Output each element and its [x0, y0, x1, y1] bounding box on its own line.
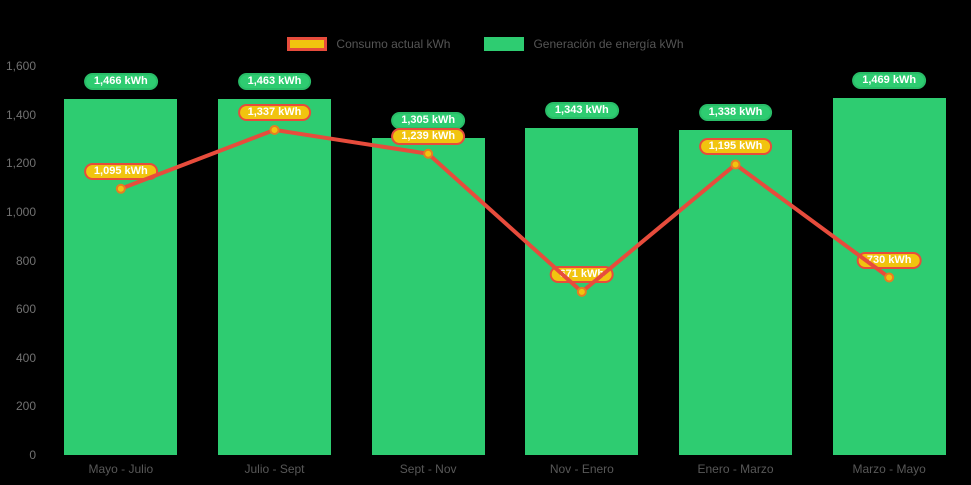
bar-generacion[interactable]	[64, 98, 178, 455]
x-axis-category-label: Mayo - Julio	[88, 462, 154, 476]
bar-value-label: 1,463 kWh	[237, 73, 312, 91]
y-axis-tick-label: 1,200	[5, 156, 36, 171]
bar-value-label: 1,469 kWh	[852, 71, 927, 89]
bar-generacion[interactable]	[832, 97, 946, 455]
x-axis-category-label: Enero - Marzo	[697, 462, 774, 476]
legend: Consumo actual kWh Generación de energía…	[0, 36, 971, 52]
x-axis-category-label: Sept - Nov	[399, 462, 457, 476]
y-axis-tick-label: 0	[29, 448, 36, 462]
legend-item-generacion[interactable]: Generación de energía kWh	[484, 37, 684, 51]
line-value-label: 671 kWh	[549, 265, 615, 283]
line-value-label: 730 kWh	[856, 251, 922, 269]
bar-value-label: 1,305 kWh	[391, 111, 466, 129]
line-value-label: 1,337 kWh	[237, 103, 312, 121]
legend-label-consumo: Consumo actual kWh	[336, 37, 451, 51]
line-value-label: 1,095 kWh	[83, 162, 158, 180]
legend-label-generacion: Generación de energía kWh	[533, 37, 684, 51]
y-axis-tick-label: 1,400	[5, 107, 36, 122]
y-axis-tick-label: 1,600	[5, 59, 36, 73]
x-axis-category-label: Nov - Enero	[549, 462, 614, 476]
legend-swatch-generacion-icon	[484, 37, 525, 51]
y-axis-tick-label: 1,000	[5, 204, 36, 219]
legend-swatch-consumo-icon	[287, 37, 328, 51]
legend-item-consumo[interactable]: Consumo actual kWh	[287, 37, 450, 51]
bar-generacion[interactable]	[218, 99, 331, 455]
bar-generacion[interactable]	[525, 128, 639, 455]
y-axis-tick-label: 600	[15, 302, 36, 317]
y-axis-tick-label: 200	[15, 399, 36, 414]
bar-value-label: 1,343 kWh	[544, 102, 619, 120]
line-value-label: 1,195 kWh	[698, 138, 773, 156]
x-axis-category-label: Marzo - Mayo	[852, 462, 926, 476]
line-value-label: 1,239 kWh	[391, 127, 466, 145]
x-axis-category-label: Julio - Sept	[244, 462, 305, 476]
y-axis-tick-label: 400	[15, 350, 36, 365]
bar-generacion[interactable]	[371, 137, 485, 455]
bar-value-label: 1,338 kWh	[698, 103, 773, 121]
bar-value-label: 1,466 kWh	[83, 72, 158, 90]
y-axis-tick-label: 800	[15, 253, 36, 268]
bar-generacion[interactable]	[679, 129, 792, 455]
